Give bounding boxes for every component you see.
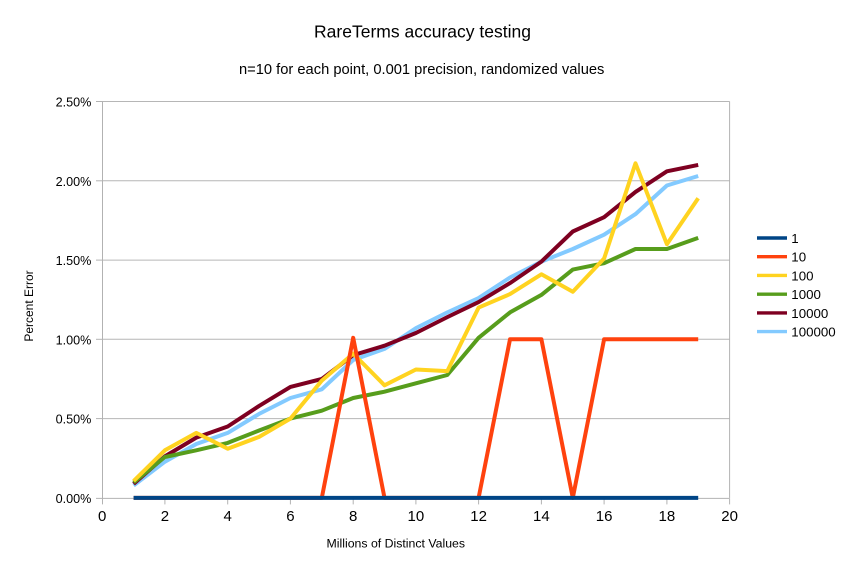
- svg-text:4: 4: [224, 508, 232, 525]
- svg-text:6: 6: [286, 508, 294, 525]
- svg-text:10: 10: [791, 250, 806, 265]
- svg-text:RareTerms accuracy testing: RareTerms accuracy testing: [314, 21, 531, 41]
- svg-text:Millions of Distinct Values: Millions of Distinct Values: [327, 537, 466, 551]
- svg-text:Percent Error: Percent Error: [22, 270, 36, 341]
- svg-text:100: 100: [791, 268, 813, 283]
- svg-text:20: 20: [721, 508, 738, 525]
- svg-text:0.50%: 0.50%: [56, 413, 92, 427]
- svg-text:0.00%: 0.00%: [56, 492, 92, 506]
- svg-text:100000: 100000: [791, 325, 835, 340]
- svg-text:16: 16: [596, 508, 613, 525]
- svg-text:1000: 1000: [791, 287, 821, 302]
- svg-text:n=10 for each point, 0.001 pre: n=10 for each point, 0.001 precision, ra…: [239, 62, 604, 78]
- svg-text:14: 14: [533, 508, 550, 525]
- svg-text:8: 8: [349, 508, 357, 525]
- svg-text:0: 0: [98, 508, 106, 525]
- svg-text:1.00%: 1.00%: [56, 333, 92, 347]
- svg-text:12: 12: [470, 508, 487, 525]
- svg-text:2.00%: 2.00%: [56, 175, 92, 189]
- svg-text:10000: 10000: [791, 306, 828, 321]
- svg-text:1: 1: [791, 231, 798, 246]
- svg-text:2.50%: 2.50%: [56, 96, 92, 110]
- svg-text:2: 2: [161, 508, 169, 525]
- svg-text:1.50%: 1.50%: [56, 254, 92, 268]
- svg-text:10: 10: [408, 508, 425, 525]
- svg-text:18: 18: [659, 508, 676, 525]
